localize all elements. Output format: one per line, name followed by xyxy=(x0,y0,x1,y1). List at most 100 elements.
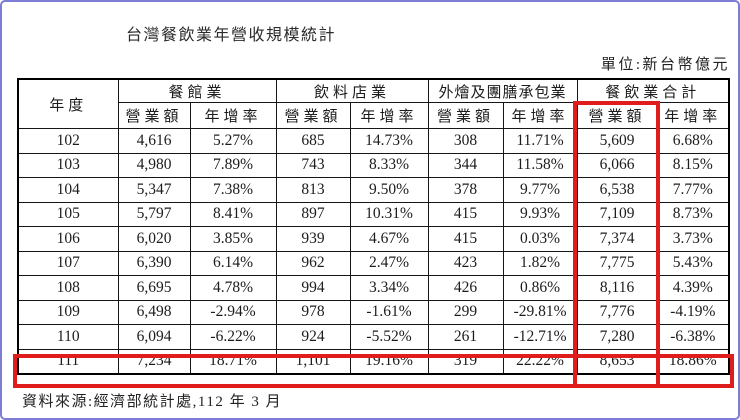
data-cell: 3.85% xyxy=(189,226,277,252)
data-cell: 6.68% xyxy=(656,128,730,154)
data-cell: -6.22% xyxy=(189,324,277,350)
data-cell: 10.31% xyxy=(349,201,429,227)
data-cell: 308 xyxy=(427,128,504,154)
year-cell: 102 xyxy=(17,128,119,154)
year-cell: 109 xyxy=(17,299,119,325)
data-cell: 3.73% xyxy=(656,226,730,252)
data-cell: 9.77% xyxy=(502,177,578,203)
data-cell: 7.89% xyxy=(189,152,277,178)
table-row: 109 6,498 -2.94% 978 -1.61% 299 -29.81% 7,776 -4… xyxy=(17,299,730,325)
data-cell: 3.34% xyxy=(349,275,429,301)
subheader-revenue: 營業額 xyxy=(117,102,191,129)
data-cell: 7,234 xyxy=(117,348,191,375)
data-cell: 6,094 xyxy=(117,324,191,350)
year-cell: 110 xyxy=(17,324,119,350)
table-body: 102 4,616 5.27% 685 14.73% 308 11.71% 5,609 6.68… xyxy=(17,128,730,375)
data-cell: -4.19% xyxy=(656,299,730,325)
subheader-growth: 年增率 xyxy=(656,102,730,129)
table-row: 110 6,094 -6.22% 924 -5.52% 261 -12.71% 7,280 -6… xyxy=(17,324,730,350)
table-row: 103 4,980 7.89% 743 8.33% 344 11.58% 6,066 8.15% xyxy=(17,152,730,178)
data-cell: 813 xyxy=(275,177,351,203)
data-cell: 423 xyxy=(427,250,504,276)
year-cell: 111 xyxy=(17,348,119,375)
data-cell: -1.61% xyxy=(349,299,429,325)
data-cell: 8,653 xyxy=(576,348,658,375)
data-cell: 924 xyxy=(275,324,351,350)
data-cell: 2.47% xyxy=(349,250,429,276)
data-cell: -2.94% xyxy=(189,299,277,325)
data-cell: 6,066 xyxy=(576,152,658,178)
year-cell: 105 xyxy=(17,201,119,227)
year-cell: 108 xyxy=(17,275,119,301)
year-column-header: 年度 xyxy=(17,78,119,129)
year-cell: 103 xyxy=(17,152,119,178)
year-cell: 107 xyxy=(17,250,119,276)
data-cell: 261 xyxy=(427,324,504,350)
group-header-restaurants: 餐館業 xyxy=(117,78,277,103)
subheader-growth: 年增率 xyxy=(189,102,277,129)
table-row: 104 5,347 7.38% 813 9.50% 378 9.77% 6,538 7.77% xyxy=(17,177,730,203)
data-cell: 7.77% xyxy=(656,177,730,203)
data-cell: 7,374 xyxy=(576,226,658,252)
group-header-catering: 外燴及團膳承包業 xyxy=(427,78,578,103)
data-cell: 7.38% xyxy=(189,177,277,203)
data-cell: 6,695 xyxy=(117,275,191,301)
header-row-groups: 年度 餐館業 飲料店業 外燴及團膳承包業 餐飲業合計 xyxy=(17,78,730,129)
data-cell: 8.33% xyxy=(349,152,429,178)
data-cell: 897 xyxy=(275,201,351,227)
data-cell: 5,347 xyxy=(117,177,191,203)
subheader-growth: 年增率 xyxy=(349,102,429,129)
data-cell: 978 xyxy=(275,299,351,325)
data-cell: 319 xyxy=(427,348,504,375)
data-cell: 299 xyxy=(427,299,504,325)
table-row: 106 6,020 3.85% 939 4.67% 415 0.03% 7,374 3.73% xyxy=(17,226,730,252)
data-cell: -5.52% xyxy=(349,324,429,350)
table-row: 107 6,390 6.14% 962 2.47% 423 1.82% 7,775 5.43% xyxy=(17,250,730,276)
data-cell: 11.58% xyxy=(502,152,578,178)
data-cell: 4.39% xyxy=(656,275,730,301)
data-cell: 8.15% xyxy=(656,152,730,178)
data-cell: 994 xyxy=(275,275,351,301)
data-cell: 18.71% xyxy=(189,348,277,375)
data-cell: 19.16% xyxy=(349,348,429,375)
data-cell: 0.86% xyxy=(502,275,578,301)
data-cell: 743 xyxy=(275,152,351,178)
data-cell: 22.22% xyxy=(502,348,578,375)
data-cell: 4,616 xyxy=(117,128,191,154)
data-cell: 9.93% xyxy=(502,201,578,227)
table-row: 102 4,616 5.27% 685 14.73% 308 11.71% 5,609 6.68… xyxy=(17,128,730,154)
data-cell: 7,280 xyxy=(576,324,658,350)
data-cell: 5.43% xyxy=(656,250,730,276)
table-row: 105 5,797 8.41% 897 10.31% 415 9.93% 7,109 8.73% xyxy=(17,201,730,227)
data-cell: 6,020 xyxy=(117,226,191,252)
data-cell: 14.73% xyxy=(349,128,429,154)
data-cell: -29.81% xyxy=(502,299,578,325)
data-cell: 4.78% xyxy=(189,275,277,301)
year-cell: 106 xyxy=(17,226,119,252)
data-cell: 4.67% xyxy=(349,226,429,252)
data-cell: 426 xyxy=(427,275,504,301)
data-cell: 415 xyxy=(427,226,504,252)
data-cell: 18.86% xyxy=(656,348,730,375)
subheader-revenue: 營業額 xyxy=(427,102,504,129)
source-note: 資料來源:經濟部統計處,112 年 3 月 xyxy=(22,394,283,410)
data-cell: -12.71% xyxy=(502,324,578,350)
data-cell: 8,116 xyxy=(576,275,658,301)
data-cell: 6,498 xyxy=(117,299,191,325)
data-cell: 1,101 xyxy=(275,348,351,375)
data-cell: 7,776 xyxy=(576,299,658,325)
data-cell: 11.71% xyxy=(502,128,578,154)
data-cell: 344 xyxy=(427,152,504,178)
data-cell: 5.27% xyxy=(189,128,277,154)
data-cell: 6,538 xyxy=(576,177,658,203)
data-cell: 962 xyxy=(275,250,351,276)
data-cell: -6.38% xyxy=(656,324,730,350)
data-cell: 939 xyxy=(275,226,351,252)
data-cell: 378 xyxy=(427,177,504,203)
data-cell: 4,980 xyxy=(117,152,191,178)
data-cell: 8.73% xyxy=(656,201,730,227)
data-cell: 685 xyxy=(275,128,351,154)
group-header-total: 餐飲業合計 xyxy=(576,78,730,103)
data-cell: 1.82% xyxy=(502,250,578,276)
